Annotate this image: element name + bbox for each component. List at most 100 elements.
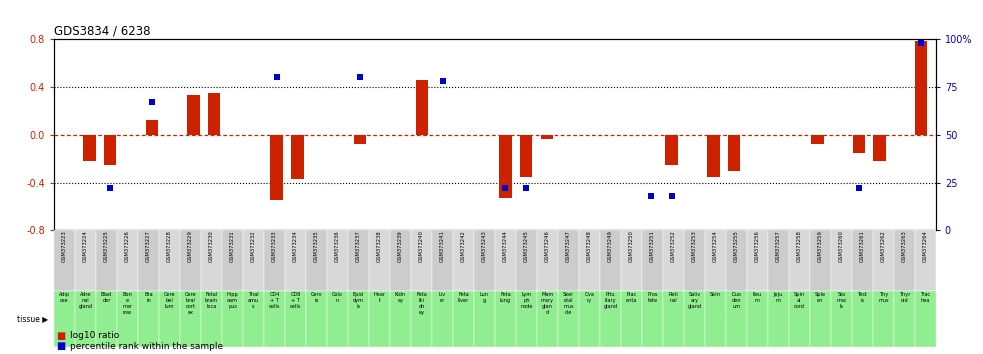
Bar: [390, 230, 411, 291]
Text: GDS3834 / 6238: GDS3834 / 6238: [54, 25, 150, 38]
Bar: [285, 230, 306, 291]
Text: GSM373255: GSM373255: [734, 230, 739, 262]
Bar: [138, 230, 159, 291]
Bar: [621, 291, 642, 347]
Bar: [432, 230, 453, 291]
Bar: [874, 135, 886, 161]
Bar: [852, 291, 873, 347]
Text: Reti
nal: Reti nal: [668, 292, 678, 303]
Text: Sto
mac
ls: Sto mac ls: [836, 292, 846, 309]
Text: CD8
+ T
cells: CD8 + T cells: [290, 292, 301, 309]
Bar: [390, 291, 411, 347]
Bar: [494, 291, 516, 347]
Bar: [348, 291, 369, 347]
Bar: [159, 230, 180, 291]
Bar: [873, 291, 894, 347]
Text: GSM373230: GSM373230: [209, 230, 214, 262]
Bar: [453, 230, 474, 291]
Text: Thyr
oid: Thyr oid: [898, 292, 910, 303]
Bar: [327, 230, 348, 291]
Bar: [222, 291, 243, 347]
Bar: [768, 291, 788, 347]
Text: log10 ratio: log10 ratio: [70, 331, 119, 340]
Text: Mam
mary
glan
d: Mam mary glan d: [541, 292, 554, 315]
Bar: [208, 93, 220, 135]
Bar: [494, 230, 516, 291]
Text: Bra
in: Bra in: [145, 292, 152, 303]
Bar: [915, 291, 936, 347]
Text: Pros
tate: Pros tate: [647, 292, 658, 303]
Text: GSM373234: GSM373234: [293, 230, 298, 262]
Bar: [516, 291, 537, 347]
Text: Ileu
m: Ileu m: [753, 292, 762, 303]
Bar: [810, 230, 831, 291]
Text: Skin: Skin: [710, 292, 721, 297]
Text: GSM373242: GSM373242: [461, 230, 466, 262]
Bar: [285, 291, 306, 347]
Text: GSM373259: GSM373259: [818, 230, 823, 262]
Bar: [831, 291, 852, 347]
Text: Fetal
brain
loca: Fetal brain loca: [205, 292, 218, 309]
Text: ■: ■: [56, 341, 65, 351]
Bar: [558, 291, 579, 347]
Bar: [642, 291, 663, 347]
Text: Bon
e
mar
row: Bon e mar row: [123, 292, 133, 315]
Text: GSM373252: GSM373252: [670, 230, 676, 262]
Text: GSM373260: GSM373260: [838, 230, 843, 262]
Bar: [663, 230, 684, 291]
Bar: [499, 135, 511, 198]
Bar: [201, 291, 222, 347]
Bar: [348, 230, 369, 291]
Text: Skel
etal
mus
cle: Skel etal mus cle: [563, 292, 574, 315]
Bar: [306, 291, 327, 347]
Bar: [665, 135, 678, 165]
Bar: [768, 230, 788, 291]
Bar: [725, 291, 747, 347]
Bar: [520, 135, 533, 177]
Bar: [852, 230, 873, 291]
Bar: [663, 291, 684, 347]
Bar: [354, 135, 366, 144]
Bar: [725, 230, 747, 291]
Bar: [306, 230, 327, 291]
Text: Hear
t: Hear t: [374, 292, 385, 303]
Bar: [201, 230, 222, 291]
Bar: [453, 291, 474, 347]
Bar: [621, 230, 642, 291]
Bar: [104, 135, 116, 165]
Bar: [852, 135, 865, 153]
Text: Sple
en: Sple en: [815, 292, 826, 303]
Text: GSM373261: GSM373261: [860, 230, 865, 262]
Text: Hipp
oam
pus: Hipp oam pus: [227, 292, 239, 309]
Text: GSM373248: GSM373248: [587, 230, 592, 262]
Text: Feta
liver: Feta liver: [458, 292, 469, 303]
Text: GSM373243: GSM373243: [482, 230, 487, 262]
Bar: [145, 120, 158, 135]
Text: Epid
dym
is: Epid dym is: [353, 292, 364, 309]
Text: Blad
der: Blad der: [101, 292, 112, 303]
Text: GSM373235: GSM373235: [314, 230, 319, 262]
Text: GSM373225: GSM373225: [104, 230, 109, 262]
Text: Ova
ry: Ova ry: [585, 292, 595, 303]
Text: Cere
bel
lum: Cere bel lum: [164, 292, 175, 309]
Text: Colo
n: Colo n: [332, 292, 343, 303]
Text: Pitu
itary
gland: Pitu itary gland: [604, 292, 617, 309]
Bar: [788, 230, 810, 291]
Bar: [84, 135, 95, 161]
Bar: [915, 230, 936, 291]
Text: GSM373263: GSM373263: [901, 230, 907, 262]
Text: Kidn
ey: Kidn ey: [395, 292, 406, 303]
Bar: [416, 80, 429, 135]
Text: Lun
g: Lun g: [480, 292, 489, 303]
Bar: [327, 291, 348, 347]
Bar: [75, 291, 96, 347]
Text: GSM373245: GSM373245: [524, 230, 529, 262]
Bar: [558, 230, 579, 291]
Bar: [684, 291, 705, 347]
Bar: [684, 230, 705, 291]
Text: Thy
mus: Thy mus: [878, 292, 889, 303]
Text: GSM373240: GSM373240: [419, 230, 424, 262]
Text: GSM373249: GSM373249: [607, 230, 613, 262]
Bar: [222, 230, 243, 291]
Bar: [541, 135, 553, 139]
